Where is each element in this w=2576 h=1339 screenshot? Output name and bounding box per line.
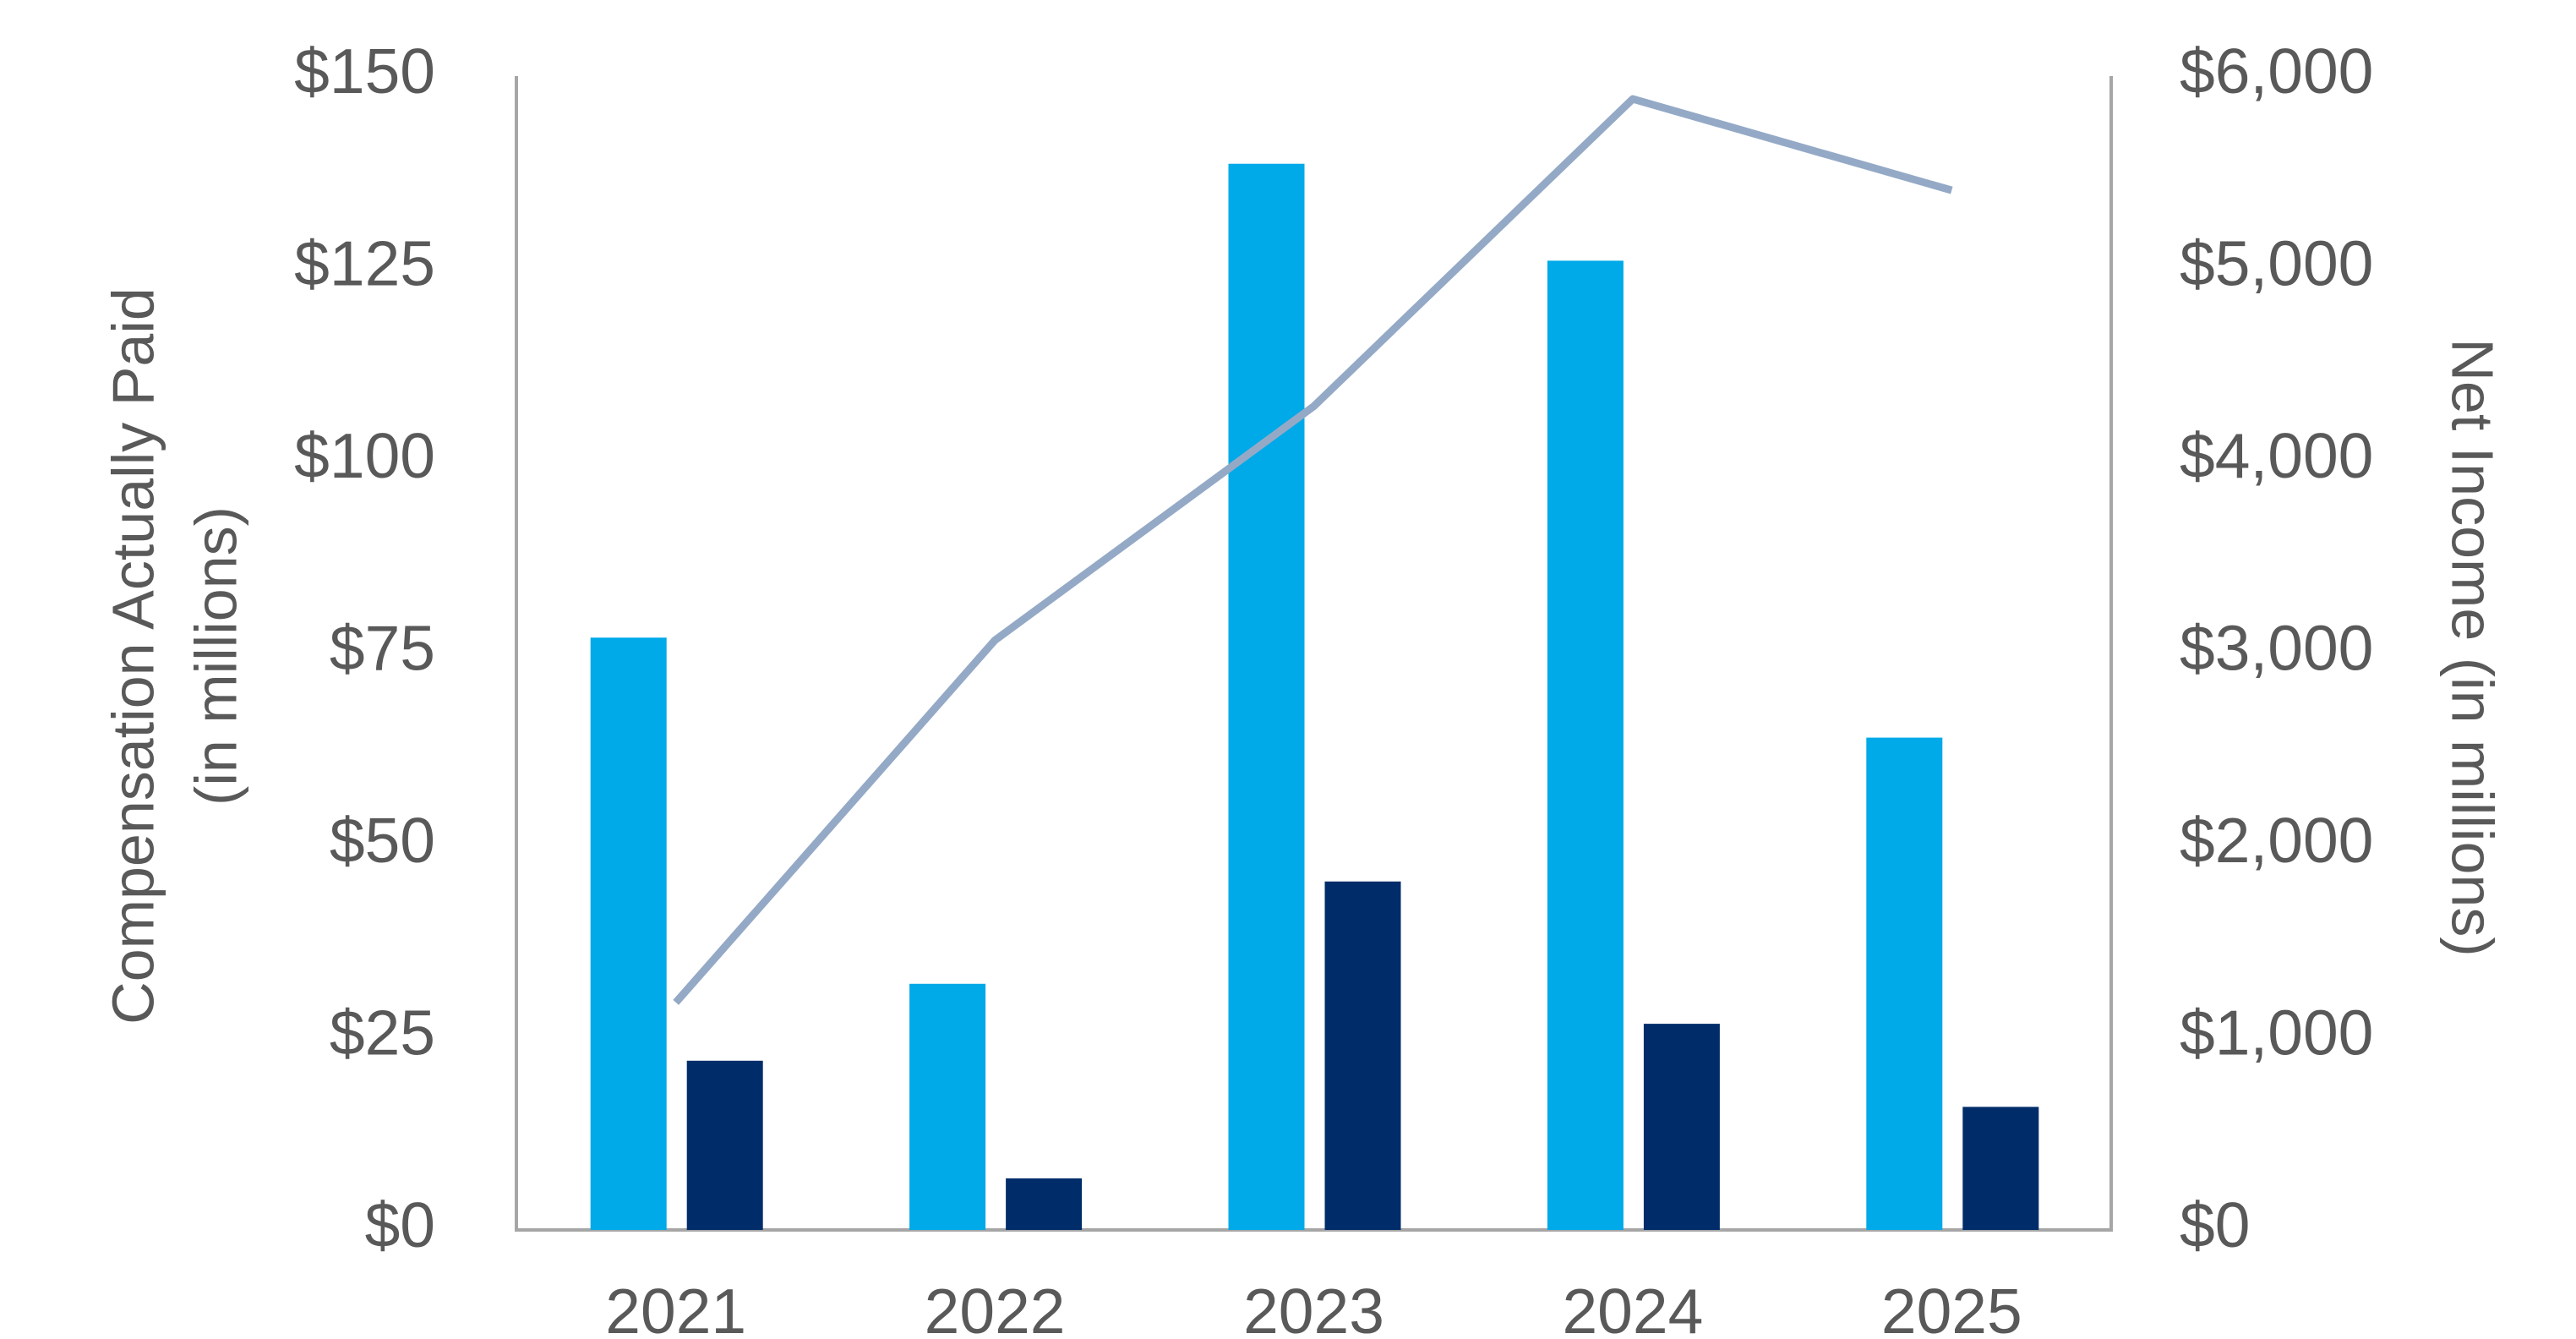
x-tick-label: 2024 xyxy=(1562,1276,1703,1339)
bar xyxy=(1006,1178,1083,1230)
line xyxy=(673,95,1953,1005)
y-tick-label: $50 xyxy=(330,805,435,876)
y-tick-label: $75 xyxy=(330,612,435,683)
y2-tick-label: $0 xyxy=(2180,1189,2250,1260)
y-axis-title: Compensation Actually Paid xyxy=(100,287,166,1025)
x-tick-label: 2025 xyxy=(1881,1276,2022,1339)
bar xyxy=(1324,881,1401,1230)
y2-tick-label: $5,000 xyxy=(2180,227,2373,298)
y2-tick-label: $1,000 xyxy=(2180,997,2373,1068)
y-tick-label: $100 xyxy=(294,420,435,491)
y-tick-label: $0 xyxy=(365,1189,435,1260)
x-tick-label: 2021 xyxy=(605,1276,746,1339)
y2-tick-label: $3,000 xyxy=(2180,612,2373,683)
y-tick-label: $25 xyxy=(330,997,435,1068)
bar xyxy=(909,983,986,1230)
y-tick-label: $125 xyxy=(294,227,435,298)
y2-axis-title: Net Income (in millions) xyxy=(2440,338,2506,956)
x-tick-label: 2023 xyxy=(1243,1276,1384,1339)
y2-tick-label: $2,000 xyxy=(2180,805,2373,876)
y2-tick-label: $4,000 xyxy=(2180,420,2373,491)
y2-title-group: Net Income (in millions) xyxy=(2440,338,2506,956)
bar xyxy=(590,637,667,1230)
bar xyxy=(1547,260,1624,1230)
y-title-group: Compensation Actually Paid (in millions) xyxy=(100,287,248,1025)
bar xyxy=(1962,1107,2039,1230)
y2-tick-label: $6,000 xyxy=(2180,36,2373,107)
y-axis-title: (in millions) xyxy=(183,506,248,806)
bar xyxy=(686,1060,763,1230)
y-tick-label: $150 xyxy=(294,36,435,107)
bar xyxy=(1643,1024,1720,1230)
bar xyxy=(1866,737,1943,1230)
x-tick-label: 2022 xyxy=(925,1276,1066,1339)
bar xyxy=(1228,163,1305,1231)
